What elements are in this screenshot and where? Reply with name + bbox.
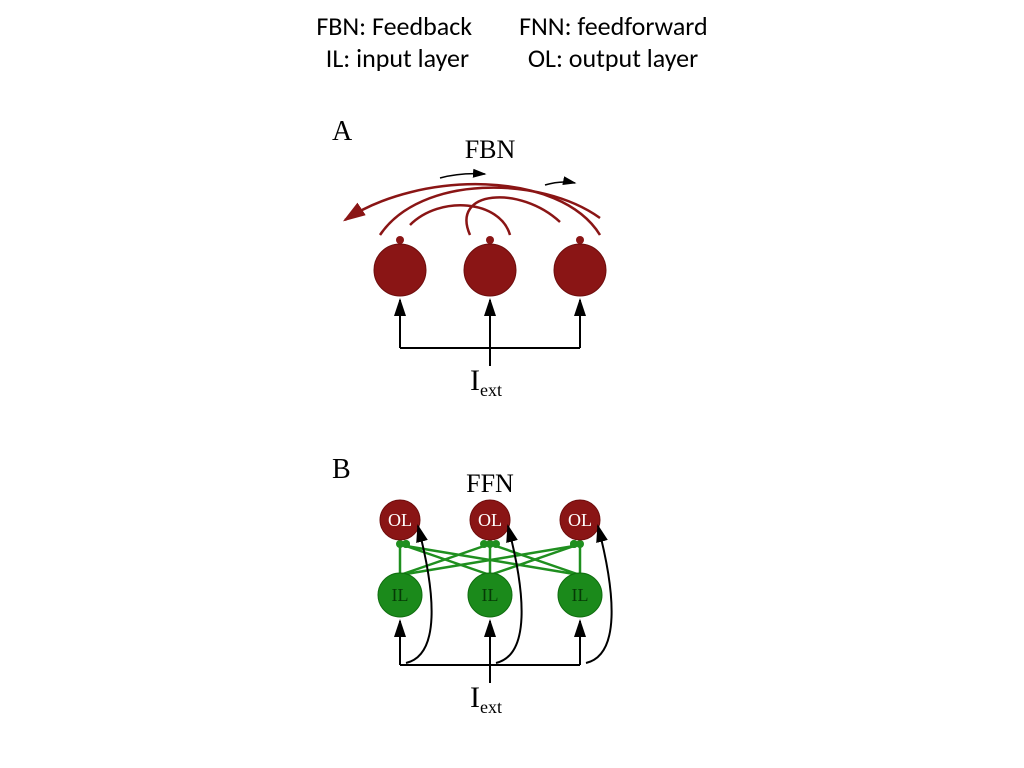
legend-fbn: FBN: Feedback <box>316 10 472 42</box>
svg-text:FBN: FBN <box>465 135 516 164</box>
diagram-svg: A FBN Iext B FFN OL OL OL IL IL IL Iext <box>0 0 1024 768</box>
svg-text:A: A <box>332 116 353 147</box>
legend-block: FBN: Feedback FNN: feedforward IL: input… <box>0 10 1024 74</box>
svg-text:OL: OL <box>478 510 502 530</box>
svg-text:Iext: Iext <box>470 364 502 400</box>
svg-text:FFN: FFN <box>466 469 514 498</box>
svg-text:Iext: Iext <box>470 681 502 717</box>
svg-text:B: B <box>332 454 351 485</box>
svg-text:IL: IL <box>572 585 589 605</box>
svg-text:IL: IL <box>392 585 409 605</box>
legend-fnn: FNN: feedforward <box>519 10 708 42</box>
svg-text:OL: OL <box>388 510 412 530</box>
svg-text:IL: IL <box>482 585 499 605</box>
legend-ol: OL: output layer <box>528 42 698 74</box>
legend-il: IL: input layer <box>326 42 469 74</box>
svg-text:OL: OL <box>568 510 592 530</box>
